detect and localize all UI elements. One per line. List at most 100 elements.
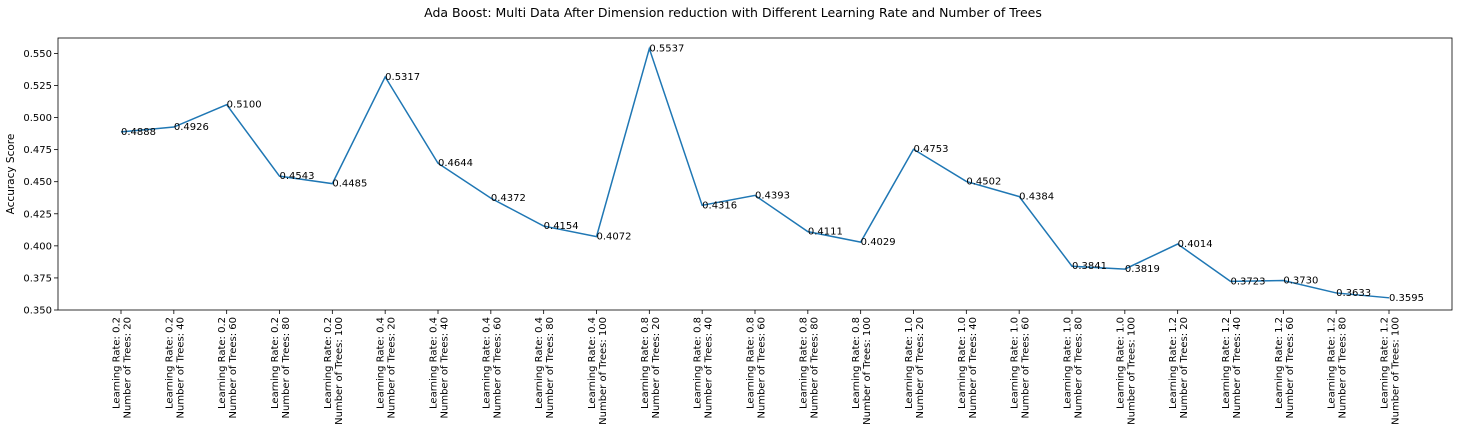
x-tick-label: Learning Rate: 0.8Number of Trees: 60 xyxy=(746,317,768,418)
x-tick-label-number-of-trees: Number of Trees: 80 xyxy=(1338,317,1349,418)
x-tick-label-number-of-trees: Number of Trees: 100 xyxy=(1391,317,1402,425)
x-tick-label-learning-rate: Learning Rate: 0.8 xyxy=(746,317,757,409)
x-tick-label: Learning Rate: 1.2Number of Trees: 100 xyxy=(1380,317,1402,425)
x-tick-label-number-of-trees: Number of Trees: 80 xyxy=(1074,317,1085,418)
x-tick-label-learning-rate: Learning Rate: 0.4 xyxy=(481,317,492,409)
x-tick-label-learning-rate: Learning Rate: 1.2 xyxy=(1380,317,1391,409)
x-tick-label-number-of-trees: Number of Trees: 40 xyxy=(704,317,715,418)
x-tick-label: Learning Rate: 0.8Number of Trees: 20 xyxy=(640,317,662,418)
y-tick-label: 0.525 xyxy=(23,81,52,92)
x-tick-label-number-of-trees: Number of Trees: 40 xyxy=(440,317,451,418)
x-tick-label: Learning Rate: 1.2Number of Trees: 40 xyxy=(1221,317,1243,418)
x-tick-label-number-of-trees: Number of Trees: 80 xyxy=(545,317,556,418)
x-tick-label-number-of-trees: Number of Trees: 20 xyxy=(123,317,134,418)
x-axis: Learning Rate: 0.2Number of Trees: 20 Lea… xyxy=(112,310,1402,425)
x-tick-label-learning-rate: Learning Rate: 0.8 xyxy=(798,317,809,409)
x-tick-label-learning-rate: Learning Rate: 0.2 xyxy=(217,317,228,409)
x-tick-label-number-of-trees: Number of Trees: 100 xyxy=(1126,317,1137,425)
x-tick-label-learning-rate: Learning Rate: 0.4 xyxy=(534,317,545,409)
x-tick-label-learning-rate: Learning Rate: 0.4 xyxy=(429,317,440,409)
data-label: 0.4316 xyxy=(702,200,737,211)
x-tick-label-learning-rate: Learning Rate: 0.8 xyxy=(640,317,651,409)
data-label: 0.4543 xyxy=(280,171,315,182)
data-label: 0.3841 xyxy=(1072,261,1107,272)
data-label: 0.4393 xyxy=(755,190,790,201)
y-tick-label: 0.425 xyxy=(23,209,52,220)
y-tick-label: 0.550 xyxy=(23,49,52,60)
data-label: 0.4384 xyxy=(1019,192,1054,203)
y-tick-label: 0.450 xyxy=(23,177,52,188)
data-label: 0.4029 xyxy=(861,237,896,248)
data-label: 0.3730 xyxy=(1283,275,1318,286)
x-tick-label: Learning Rate: 0.4Number of Trees: 80 xyxy=(534,317,556,418)
y-tick-label: 0.400 xyxy=(23,241,52,252)
x-tick-label-learning-rate: Learning Rate: 0.4 xyxy=(587,317,598,409)
x-tick-label-number-of-trees: Number of Trees: 20 xyxy=(387,317,398,418)
x-tick-label: Learning Rate: 0.8Number of Trees: 80 xyxy=(798,317,820,418)
x-tick-label: Learning Rate: 0.4Number of Trees: 40 xyxy=(429,317,451,418)
accuracy-series-line xyxy=(120,46,1390,299)
x-tick-label: Learning Rate: 0.2Number of Trees: 20 xyxy=(112,317,134,418)
x-tick-label: Learning Rate: 0.2Number of Trees: 60 xyxy=(217,317,239,418)
x-tick-label-learning-rate: Learning Rate: 1.0 xyxy=(904,317,915,409)
x-tick-label-learning-rate: Learning Rate: 1.0 xyxy=(1115,317,1126,409)
x-tick-label: Learning Rate: 0.2Number of Trees: 80 xyxy=(270,317,292,418)
x-tick-label-number-of-trees: Number of Trees: 20 xyxy=(1179,317,1190,418)
x-tick-label-number-of-trees: Number of Trees: 20 xyxy=(915,317,926,418)
x-tick-label-number-of-trees: Number of Trees: 40 xyxy=(1232,317,1243,418)
x-tick-label: Learning Rate: 0.2Number of Trees: 100 xyxy=(323,317,345,425)
x-tick-label: Learning Rate: 0.4Number of Trees: 20 xyxy=(376,317,398,418)
x-tick-label: Learning Rate: 1.0Number of Trees: 40 xyxy=(957,317,979,418)
x-tick-label-number-of-trees: Number of Trees: 100 xyxy=(862,317,873,425)
data-label: 0.4014 xyxy=(1178,239,1213,250)
data-label: 0.5537 xyxy=(649,44,684,55)
data-label: 0.4644 xyxy=(438,158,473,169)
x-tick-label: Learning Rate: 1.2Number of Trees: 20 xyxy=(1168,317,1190,418)
data-labels: 0.4888 0.4926 0.5100 0.4543 0.4485 0.5317 0.46… xyxy=(121,44,1424,304)
data-label: 0.4485 xyxy=(332,179,367,190)
x-tick-label-number-of-trees: Number of Trees: 40 xyxy=(968,317,979,418)
data-label: 0.5317 xyxy=(385,72,420,83)
x-tick-label: Learning Rate: 0.8Number of Trees: 100 xyxy=(851,317,873,425)
data-label: 0.4926 xyxy=(174,122,209,133)
x-tick-label-number-of-trees: Number of Trees: 40 xyxy=(175,317,186,418)
x-tick-label-learning-rate: Learning Rate: 0.8 xyxy=(693,317,704,409)
x-tick-label: Learning Rate: 1.0Number of Trees: 100 xyxy=(1115,317,1137,425)
data-label: 0.4372 xyxy=(491,193,526,204)
data-label: 0.5100 xyxy=(227,100,262,111)
plot-area xyxy=(57,37,1453,311)
x-tick-label-number-of-trees: Number of Trees: 60 xyxy=(492,317,503,418)
x-tick-label: Learning Rate: 1.0Number of Trees: 60 xyxy=(1010,317,1032,418)
x-tick-label-learning-rate: Learning Rate: 0.8 xyxy=(851,317,862,409)
x-tick-label-learning-rate: Learning Rate: 1.2 xyxy=(1274,317,1285,409)
x-tick-label: Learning Rate: 1.2Number of Trees: 80 xyxy=(1327,317,1349,418)
data-label: 0.3723 xyxy=(1231,276,1266,287)
y-tick-label: 0.375 xyxy=(23,273,52,284)
x-tick-label-number-of-trees: Number of Trees: 60 xyxy=(757,317,768,418)
x-tick-label-number-of-trees: Number of Trees: 100 xyxy=(598,317,609,425)
x-tick-label-learning-rate: Learning Rate: 0.4 xyxy=(376,317,387,409)
x-tick-label: Learning Rate: 0.4Number of Trees: 60 xyxy=(481,317,503,418)
x-tick-label: Learning Rate: 1.0Number of Trees: 20 xyxy=(904,317,926,418)
x-tick-label-number-of-trees: Number of Trees: 60 xyxy=(1285,317,1296,418)
x-tick-label-number-of-trees: Number of Trees: 60 xyxy=(1021,317,1032,418)
data-label: 0.4753 xyxy=(914,144,949,155)
x-tick-label: Learning Rate: 1.0Number of Trees: 80 xyxy=(1063,317,1085,418)
x-tick-label: Learning Rate: 0.8Number of Trees: 40 xyxy=(693,317,715,418)
y-tick-label: 0.350 xyxy=(23,306,52,317)
x-tick-label-learning-rate: Learning Rate: 1.0 xyxy=(1010,317,1021,409)
x-tick-label-learning-rate: Learning Rate: 0.2 xyxy=(323,317,334,409)
x-tick-label-learning-rate: Learning Rate: 1.0 xyxy=(957,317,968,409)
data-label: 0.4072 xyxy=(597,232,632,243)
data-label: 0.3819 xyxy=(1125,264,1160,275)
x-tick-label-learning-rate: Learning Rate: 1.2 xyxy=(1168,317,1179,409)
y-tick-label: 0.500 xyxy=(23,113,52,124)
x-tick-label: Learning Rate: 1.2Number of Trees: 60 xyxy=(1274,317,1296,418)
x-tick-label-number-of-trees: Number of Trees: 80 xyxy=(809,317,820,418)
data-label: 0.3595 xyxy=(1389,293,1424,304)
data-label: 0.4888 xyxy=(121,127,156,138)
x-tick-label-number-of-trees: Number of Trees: 100 xyxy=(334,317,345,425)
x-tick-label: Learning Rate: 0.4Number of Trees: 100 xyxy=(587,317,609,425)
data-label: 0.3633 xyxy=(1336,288,1371,299)
x-tick-label-number-of-trees: Number of Trees: 20 xyxy=(651,317,662,418)
